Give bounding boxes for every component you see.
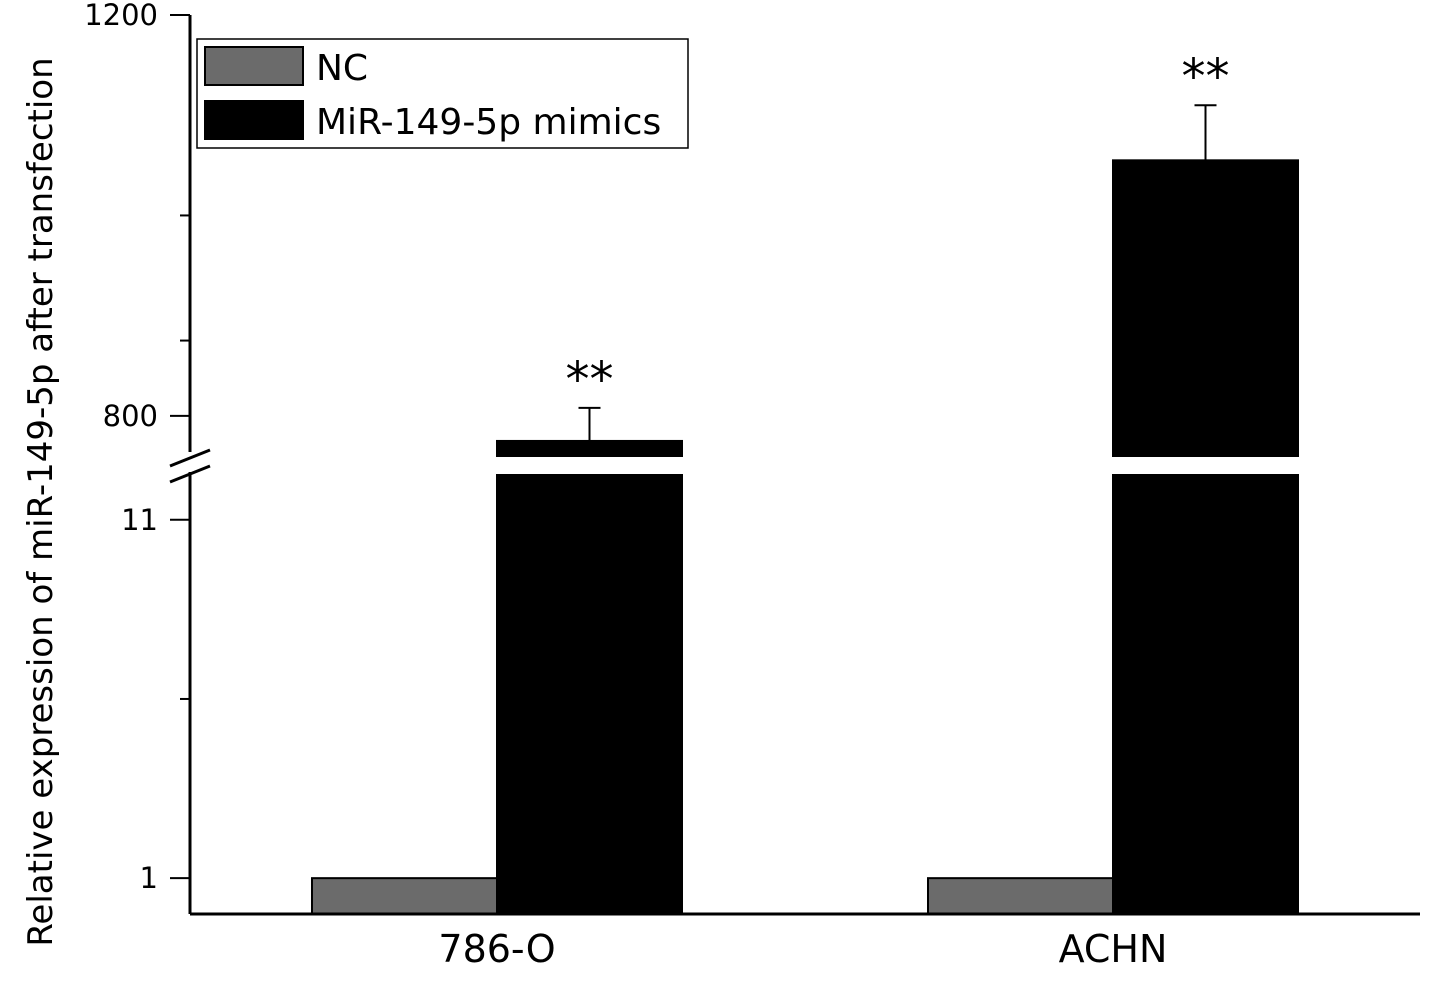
y-tick-label: 1 xyxy=(140,861,158,895)
x-tick-label: 786-O xyxy=(438,927,555,971)
x-tick-label: ACHN xyxy=(1059,927,1168,971)
bar-nc-786-o xyxy=(311,877,498,915)
significance-marker: ** xyxy=(1182,49,1230,105)
bars-group xyxy=(311,104,1299,916)
legend-swatch-mimics xyxy=(204,100,304,140)
bar-mir-149-5p-mimics-786-o xyxy=(496,439,683,915)
y-tick-label: 1200 xyxy=(84,0,158,32)
y-axis-break-mark xyxy=(169,448,211,468)
bar-break-gap xyxy=(496,457,683,474)
bar-break-gap xyxy=(1112,457,1299,474)
y-axis-title: Relative expression of miR-149-5p after … xyxy=(21,57,61,946)
legend-label-nc: NC xyxy=(316,48,368,89)
bar-mir-149-5p-mimics-achn xyxy=(1112,159,1299,916)
legend: NC MiR-149-5p mimics xyxy=(196,38,689,149)
y-tick-label: 11 xyxy=(121,503,158,537)
annotations-group: ** ** xyxy=(566,49,1230,408)
bar-nc-achn xyxy=(927,877,1114,915)
y-tick-label: 800 xyxy=(103,399,158,433)
significance-marker: ** xyxy=(566,352,614,408)
y-axis-break-mark xyxy=(169,464,211,484)
legend-swatch-nc xyxy=(204,46,304,86)
legend-label-mimics: MiR-149-5p mimics xyxy=(316,102,661,143)
